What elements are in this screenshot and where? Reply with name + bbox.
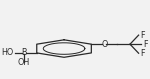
Text: F: F — [140, 49, 145, 58]
Text: F: F — [143, 40, 147, 49]
Text: O: O — [101, 40, 107, 49]
Text: B: B — [21, 48, 27, 57]
Text: HO: HO — [1, 48, 13, 57]
Text: F: F — [140, 31, 145, 40]
Text: OH: OH — [18, 58, 30, 67]
